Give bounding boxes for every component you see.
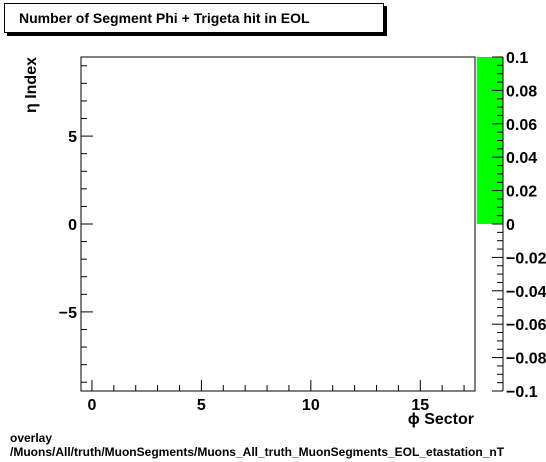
x-axis-label: ϕ Sector [408, 411, 474, 428]
colorbar-tick-label: −0.1 [506, 384, 538, 401]
x-tick-label: 5 [197, 397, 206, 414]
colorbar-tick-label: 0.04 [506, 150, 537, 167]
x-tick-label: 0 [87, 397, 96, 414]
y-tick-label: −5 [59, 305, 77, 322]
colorbar-tick-label: 0 [506, 217, 515, 234]
colorbar-tick-label: −0.02 [506, 250, 546, 267]
colorbar-tick-label: 0.1 [506, 50, 528, 67]
y-axis-label: η Index [23, 57, 40, 113]
colorbar-tick-label: 0.02 [506, 184, 537, 201]
colorbar-tick-label: 0.06 [506, 117, 537, 134]
footer: overlay /Muons/All/truth/MuonSegments/Mu… [10, 431, 504, 459]
title-box: Number of Segment Phi + Trigeta hit in E… [4, 3, 384, 33]
plot-frame [80, 56, 476, 392]
colorbar-tick-label: −0.04 [506, 284, 546, 301]
chart-title: Number of Segment Phi + Trigeta hit in E… [19, 10, 310, 26]
colorbar-tick-label: −0.06 [506, 317, 546, 334]
x-tick-label: 10 [302, 397, 320, 414]
y-tick-label: 5 [68, 129, 77, 146]
footer-line-2: /Muons/All/truth/MuonSegments/Muons_All_… [10, 445, 505, 459]
footer-line-1: overlay [10, 431, 53, 445]
x-tick-label: 15 [411, 397, 429, 414]
colorbar-tick-label: −0.08 [506, 351, 546, 368]
y-tick-label: 0 [68, 217, 77, 234]
colorbar-tick-label: 0.08 [506, 83, 537, 100]
